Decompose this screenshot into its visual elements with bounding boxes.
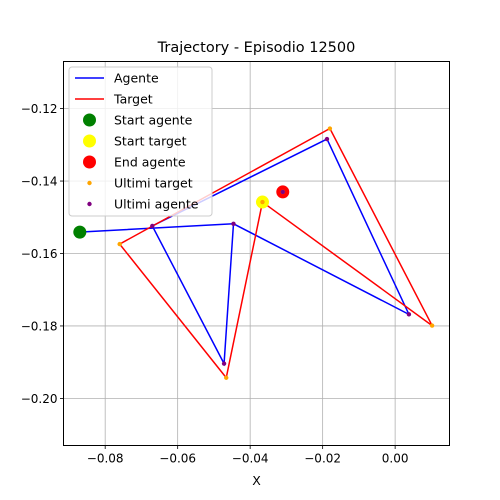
y-tick-label: −0.18 — [21, 319, 58, 333]
legend-label-agente: Agente — [114, 71, 159, 86]
legend-swatch-start-target — [83, 134, 96, 148]
legend-label-end-agente: End agente — [114, 155, 186, 170]
series-line-target — [118, 127, 433, 380]
legend-swatch-start-agente — [83, 113, 96, 127]
y-tick-label: −0.14 — [21, 175, 58, 189]
y-tick-label: −0.12 — [21, 102, 58, 116]
x-tick-label: −0.02 — [304, 452, 341, 466]
point-ultimi-agente — [324, 136, 330, 142]
x-axis-label: X — [252, 473, 261, 488]
legend-label-ultimi-agente: Ultimi agente — [114, 197, 199, 212]
point-ultimi-agente — [231, 221, 236, 226]
x-tick-label: 0.00 — [382, 452, 409, 466]
x-tick-label: −0.06 — [159, 452, 196, 466]
point-ultimi-target — [260, 199, 265, 205]
legend-swatch-end-agente — [83, 155, 96, 169]
series-layer — [73, 126, 435, 380]
point-ultimi-target — [327, 126, 333, 131]
y-tick-label: −0.16 — [21, 247, 58, 261]
point-ultimi-agente — [280, 189, 285, 195]
legend-label-ultimi-target: Ultimi target — [114, 176, 193, 191]
point-ultimi-target — [429, 323, 435, 328]
point-ultimi-agente — [406, 312, 412, 317]
legend: Agente Target Start agente Start target End … — [68, 66, 213, 217]
y-tick-label: −0.20 — [21, 392, 58, 406]
x-tick-label: −0.04 — [232, 452, 269, 466]
legend-box — [68, 66, 213, 217]
legend-swatch-ultimi-agente — [87, 201, 92, 207]
legend-label-target: Target — [113, 92, 153, 107]
chart-title: Trajectory - Episodio 12500 — [157, 40, 356, 56]
legend-swatch-ultimi-target — [87, 180, 92, 186]
point-ultimi-agente — [221, 361, 227, 366]
point-ultimi-target — [224, 375, 229, 380]
legend-label-start-agente: Start agente — [114, 113, 193, 128]
ticks: −0.08 −0.06 −0.04 −0.02 0.00 −0.12 −0.14 −0.16 −… — [21, 102, 409, 465]
legend-label-start-target: Start target — [114, 134, 187, 149]
point-ultimi-agente — [150, 223, 155, 229]
x-tick-label: −0.08 — [87, 452, 124, 466]
marker-start-agente — [73, 225, 87, 239]
point-ultimi-target — [117, 241, 122, 247]
